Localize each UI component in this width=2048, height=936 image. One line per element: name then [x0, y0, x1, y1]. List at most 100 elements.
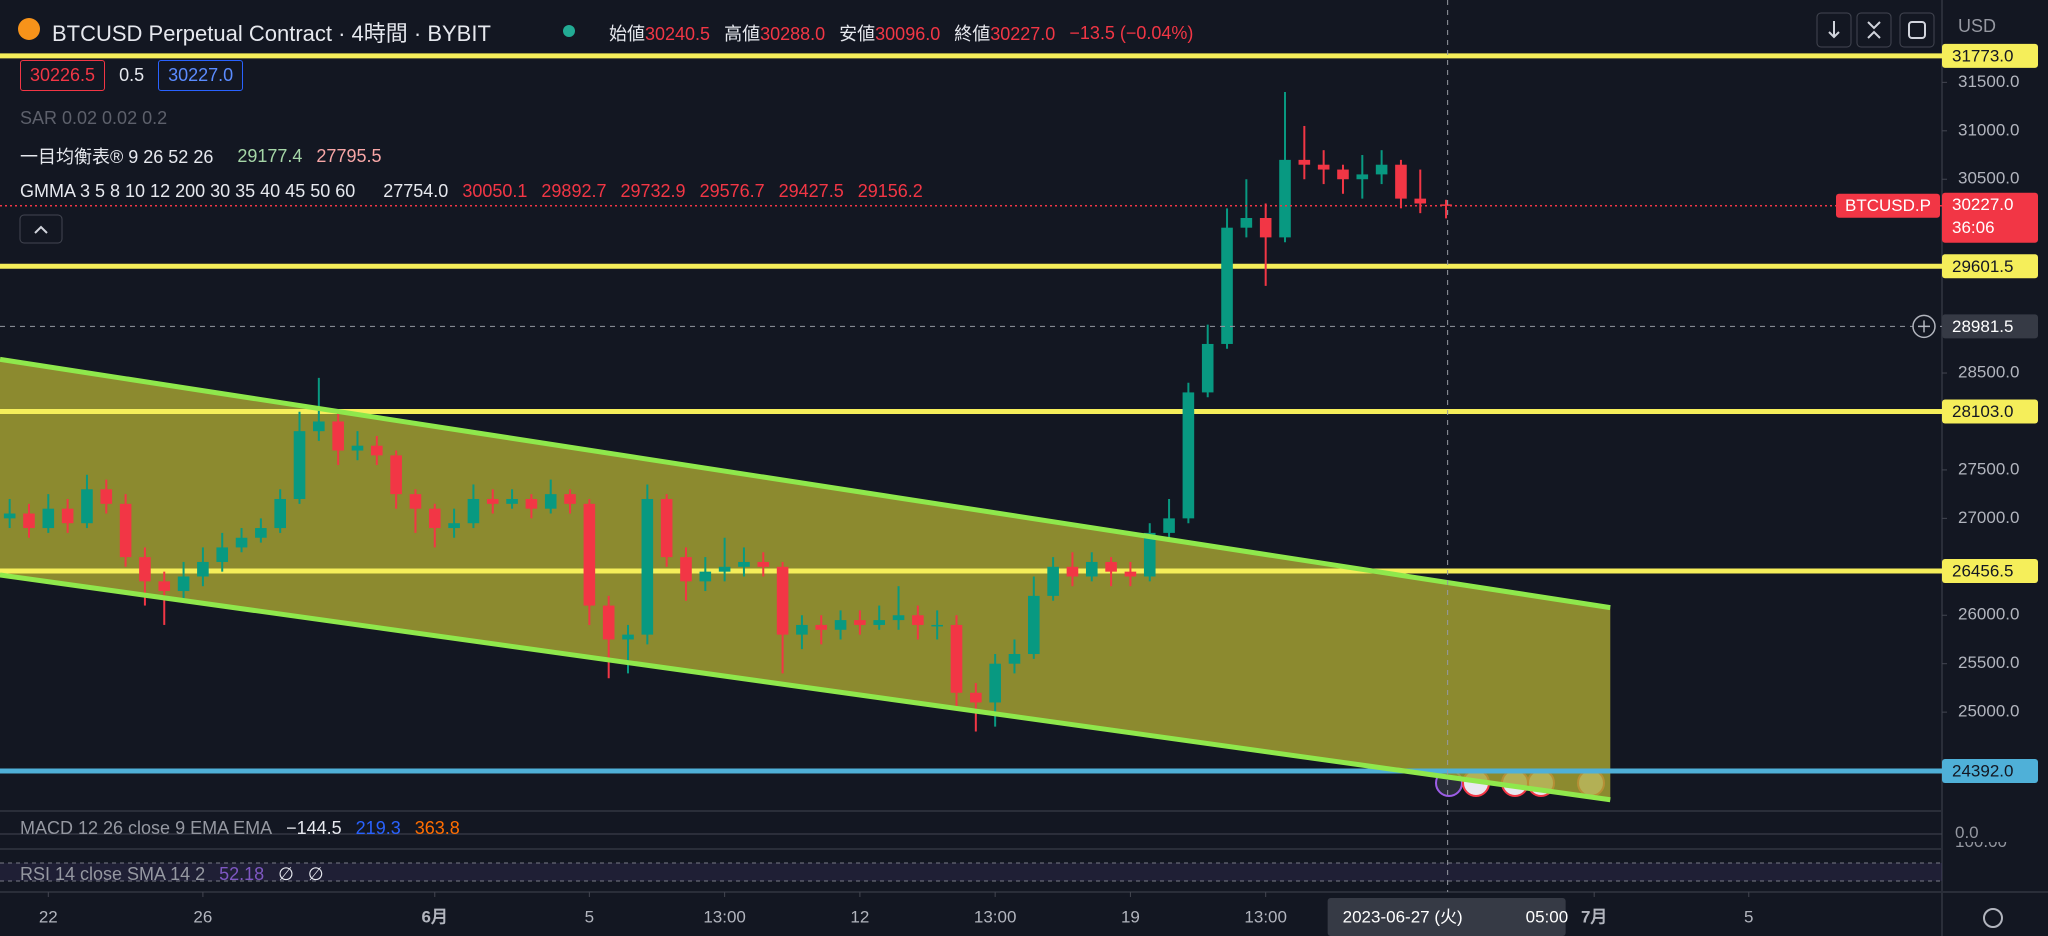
candle-body: [1259, 218, 1272, 238]
ask[interactable]: 30227.0: [158, 60, 244, 91]
crosshair-x-time: 05:00: [1526, 907, 1569, 926]
indicator-value: 219.3: [355, 818, 401, 838]
candle-body: [1124, 571, 1137, 577]
indicator-value: ∅: [278, 864, 294, 884]
candle-body: [139, 557, 151, 582]
candle-body: [409, 494, 422, 509]
quote: 30226.5 0.5 30227.0: [20, 60, 244, 91]
indicator-value: 30050.1: [462, 181, 528, 201]
candle-body: [390, 455, 402, 495]
y-tick-label: 25000.0: [1958, 702, 2019, 721]
button[interactable]: [1899, 12, 1935, 48]
ohlc-value: 30096.0: [875, 24, 941, 44]
candle-body: [351, 445, 364, 451]
level-label: 31773.0: [1952, 46, 2013, 65]
ohlc-value: 30240.5: [645, 24, 711, 44]
x-tick-label: 5: [1744, 907, 1753, 926]
ohlc-item: 終値30227.0: [954, 20, 1055, 46]
candle-body: [1298, 159, 1311, 165]
indicator-value: ∅: [307, 864, 324, 884]
candle-body: [680, 557, 692, 582]
collapse-button[interactable]: [19, 214, 63, 244]
candle-body: [1163, 518, 1175, 533]
ohlc-label: 始値: [609, 24, 645, 44]
level-label: 24392.0: [1952, 762, 2013, 781]
candle-body: [448, 523, 460, 529]
candle-body: [1105, 561, 1117, 572]
y-tick-label: 30500.0: [1958, 169, 2019, 188]
channel-lower: [0, 572, 1611, 803]
countdown: 36:06: [1952, 218, 1995, 237]
candle-body: [1143, 532, 1156, 577]
candle-body: [197, 561, 209, 577]
candle-body: [738, 561, 750, 567]
candle-body: [622, 634, 634, 640]
x-tick-label: 26: [193, 907, 212, 926]
last-price-label: 30227.0: [1952, 195, 2013, 214]
crosshair-add-icon: [1918, 320, 1930, 333]
rsi-legend: RSI 14 close SMA 14 2 52.18 ∅ ∅: [20, 864, 324, 885]
macd-legend: MACD 12 26 close 9 EMA EMA −144.5 219.3 …: [20, 818, 460, 839]
candle-body: [1414, 198, 1427, 204]
candle-body: [274, 498, 286, 529]
candle-body: [1201, 343, 1214, 393]
candle-body: [1066, 566, 1079, 577]
candle-body: [544, 494, 557, 509]
button-icon: [1828, 21, 1840, 39]
candle-body: [912, 615, 924, 625]
crosshair-y-box: [1942, 314, 2038, 339]
ohlc-item: 安値30096.0: [839, 20, 940, 46]
y-tick-label: 28500.0: [1958, 363, 2019, 382]
candle-body: [776, 566, 789, 635]
y-tick-label: 26000.0: [1958, 605, 2019, 624]
candle-body: [1047, 566, 1059, 596]
candle-body: [1375, 164, 1388, 175]
candle-body: [467, 498, 480, 524]
y-tick-label: 31000.0: [1958, 120, 2019, 139]
channel-upper: [0, 356, 1611, 611]
last-price-box: [1942, 192, 2038, 243]
indicator-value: 29892.7: [541, 181, 607, 201]
candle-body: [1085, 561, 1098, 577]
level-label-box: [1942, 254, 2038, 279]
bid[interactable]: 30226.5: [20, 60, 106, 91]
candle-body: [892, 615, 905, 621]
candle-body: [1337, 169, 1349, 180]
spread: 0.5: [119, 65, 145, 85]
candle-body: [119, 503, 132, 558]
candle-body: [641, 498, 654, 635]
candle-body: [1279, 159, 1291, 238]
macd-axis-label: 0.0: [1955, 823, 1979, 842]
indicator-value: 29427.5: [778, 181, 844, 201]
rsi-band: [0, 863, 1942, 881]
x-tick-label: 5: [585, 907, 594, 926]
candle-body: [177, 576, 190, 592]
indicator-value: 52.18: [219, 864, 265, 884]
candle-body: [23, 513, 35, 529]
candle-body: [293, 431, 306, 499]
level-label-box: [1942, 399, 2038, 424]
symbol-label: BTCUSD.P: [1845, 196, 1931, 215]
level-label: 29601.5: [1952, 257, 2013, 276]
y-tick-label: 27000.0: [1958, 508, 2019, 527]
candle-body: [602, 605, 615, 640]
indicator-value: 29576.7: [699, 181, 765, 201]
candle-body: [332, 421, 344, 451]
ohlc-value: 30227.0: [990, 24, 1056, 44]
ohlc-label: 終値: [954, 24, 991, 44]
button[interactable]: [1856, 12, 1892, 48]
candle-body: [834, 620, 847, 630]
x-tick-label: 13:00: [1244, 907, 1287, 926]
candle-body: [796, 624, 808, 635]
candle-body: [100, 489, 113, 504]
candle-body: [216, 547, 229, 562]
settings-icon[interactable]: [1983, 908, 2003, 928]
currency[interactable]: USD: [1958, 16, 1997, 36]
crosshair-x-label: 2023-06-27 (火): [1343, 907, 1463, 926]
level-label-box: [1942, 759, 2038, 784]
indicator-name: RSI 14 close SMA 14 2: [20, 864, 206, 884]
candle-body: [950, 624, 963, 693]
candle-body: [989, 663, 1001, 703]
